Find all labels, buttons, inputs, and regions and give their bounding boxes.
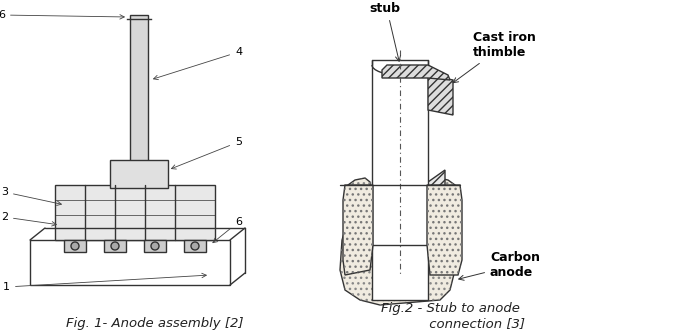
Polygon shape <box>130 15 148 185</box>
Circle shape <box>151 242 159 250</box>
Text: Cast iron
thimble: Cast iron thimble <box>453 31 536 83</box>
Polygon shape <box>144 240 166 252</box>
Polygon shape <box>110 160 168 188</box>
Polygon shape <box>372 182 428 300</box>
Circle shape <box>71 242 79 250</box>
Text: 3: 3 <box>1 187 61 205</box>
Text: 2: 2 <box>1 212 57 226</box>
Circle shape <box>111 242 119 250</box>
Text: 5: 5 <box>172 137 242 169</box>
Text: Fig.2 - Stub to anode
             connection [3]: Fig.2 - Stub to anode connection [3] <box>374 302 526 330</box>
Text: Steel
stub: Steel stub <box>367 0 403 61</box>
Polygon shape <box>104 240 126 252</box>
Text: 6: 6 <box>0 10 125 20</box>
Circle shape <box>191 242 199 250</box>
Polygon shape <box>427 185 462 275</box>
Polygon shape <box>428 75 453 115</box>
Text: 6: 6 <box>213 217 242 243</box>
Text: Carbon
anode: Carbon anode <box>459 251 540 280</box>
Text: 4: 4 <box>153 47 242 80</box>
Polygon shape <box>55 185 215 240</box>
Text: 1: 1 <box>3 273 207 292</box>
Text: Fig. 1- Anode assembly [2]: Fig. 1- Anode assembly [2] <box>66 317 244 330</box>
Polygon shape <box>343 185 373 275</box>
Polygon shape <box>428 170 445 195</box>
Polygon shape <box>184 240 206 252</box>
Polygon shape <box>340 178 455 305</box>
Polygon shape <box>382 65 450 80</box>
Polygon shape <box>64 240 86 252</box>
Polygon shape <box>372 60 428 245</box>
